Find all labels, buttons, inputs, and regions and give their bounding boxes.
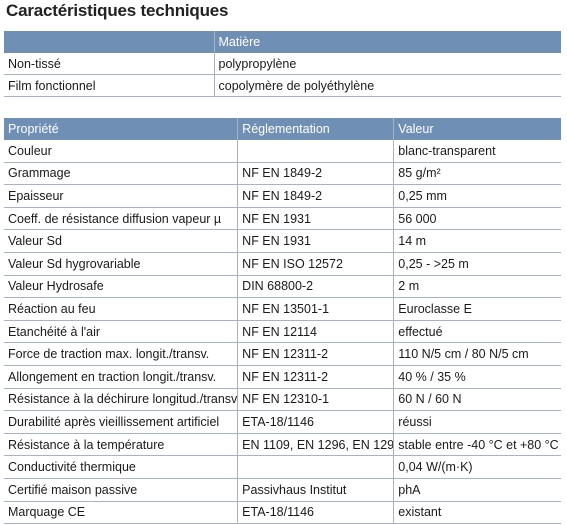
table-row: Conductivité thermique 0,04 W/(m·K) bbox=[4, 455, 561, 479]
property-cell: Réaction au feu bbox=[4, 297, 238, 321]
table-row: Réaction au feu NF EN 13501-1 Euroclasse E bbox=[4, 297, 561, 321]
property-cell: Résistance à la température bbox=[4, 433, 238, 457]
properties-table: Propriété Réglementation Valeur Couleur b… bbox=[4, 118, 561, 525]
header-reglementation: Réglementation bbox=[237, 118, 394, 140]
material-table-header: Matière bbox=[4, 31, 561, 53]
table-row: Allongement en traction longit./transv. N… bbox=[4, 365, 561, 389]
property-cell: Résistance à la déchirure longitud./tran… bbox=[4, 388, 238, 412]
material-header-matiere: Matière bbox=[213, 31, 561, 53]
value-cell: 56 000 bbox=[393, 207, 561, 231]
table-row: Couleur blanc-transparent bbox=[4, 140, 561, 163]
value-cell: réussi bbox=[393, 410, 561, 434]
standard-cell: NF EN 1931 bbox=[237, 229, 394, 253]
table-row: Valeur Sd NF EN 1931 14 m bbox=[4, 229, 561, 253]
standard-cell: NF EN ISO 12572 bbox=[237, 252, 394, 276]
value-cell: stable entre -40 °C et +80 °C bbox=[393, 433, 561, 457]
table-row: Grammage NF EN 1849-2 85 g/m² bbox=[4, 162, 561, 186]
property-cell: Conductivité thermique bbox=[4, 455, 238, 479]
value-cell: Euroclasse E bbox=[393, 297, 561, 321]
material-cell: polypropylène bbox=[213, 53, 561, 75]
value-cell: 0,25 - >25 m bbox=[393, 252, 561, 276]
table-row: Marquage CE ETA-18/1146 existant bbox=[4, 501, 561, 525]
standard-cell: NF EN 1931 bbox=[237, 207, 394, 231]
component-cell: Film fonctionnel bbox=[4, 74, 214, 97]
standard-cell bbox=[237, 140, 394, 163]
standard-cell: NF EN 13501-1 bbox=[237, 297, 394, 321]
standard-cell: NF EN 1849-2 bbox=[237, 184, 394, 208]
property-cell: Valeur Sd bbox=[4, 229, 238, 253]
standard-cell: NF EN 12310-1 bbox=[237, 388, 394, 412]
standard-cell: Passivhaus Institut bbox=[237, 478, 394, 502]
value-cell: effectué bbox=[393, 320, 561, 344]
standard-cell: DIN 68800-2 bbox=[237, 275, 394, 299]
material-table: Matière Non-tissé polypropylène Film fonct… bbox=[4, 31, 561, 97]
standard-cell: NF EN 1849-2 bbox=[237, 162, 394, 186]
table-row: Valeur Sd hygrovariable NF EN ISO 12572 0,… bbox=[4, 252, 561, 276]
standard-cell: ETA-18/1146 bbox=[237, 410, 394, 434]
value-cell: blanc-transparent bbox=[393, 140, 561, 163]
properties-table-header: Propriété Réglementation Valeur bbox=[4, 118, 561, 140]
property-cell: Durabilité après vieillissement artifici… bbox=[4, 410, 238, 434]
material-header-empty bbox=[4, 31, 214, 53]
value-cell: 0,25 mm bbox=[393, 184, 561, 208]
value-cell: 14 m bbox=[393, 229, 561, 253]
material-cell: copolymère de polyéthylène bbox=[213, 74, 561, 97]
component-cell: Non-tissé bbox=[4, 53, 214, 75]
standard-cell: ETA-18/1146 bbox=[237, 501, 394, 525]
property-cell: Epaisseur bbox=[4, 184, 238, 208]
page-title: Caractéristiques techniques bbox=[6, 1, 229, 20]
standard-cell: NF EN 12311-2 bbox=[237, 342, 394, 366]
value-cell: 60 N / 60 N bbox=[393, 388, 561, 412]
property-cell: Grammage bbox=[4, 162, 238, 186]
value-cell: 110 N/5 cm / 80 N/5 cm bbox=[393, 342, 561, 366]
property-cell: Coeff. de résistance diffusion vapeur µ bbox=[4, 207, 238, 231]
table-row: Résistance à la déchirure longitud./tran… bbox=[4, 388, 561, 412]
property-cell: Force de traction max. longit./transv. bbox=[4, 342, 238, 366]
value-cell: 85 g/m² bbox=[393, 162, 561, 186]
property-cell: Allongement en traction longit./transv. bbox=[4, 365, 238, 389]
value-cell: phA bbox=[393, 478, 561, 502]
value-cell: 40 % / 35 % bbox=[393, 365, 561, 389]
value-cell: existant bbox=[393, 501, 561, 525]
property-cell: Valeur Hydrosafe bbox=[4, 275, 238, 299]
property-cell: Marquage CE bbox=[4, 501, 238, 525]
standard-cell bbox=[237, 455, 394, 479]
property-cell: Etanchéité à l'air bbox=[4, 320, 238, 344]
property-cell: Certifié maison passive bbox=[4, 478, 238, 502]
table-row: Durabilité après vieillissement artifici… bbox=[4, 410, 561, 434]
standard-cell: NF EN 12114 bbox=[237, 320, 394, 344]
value-cell: 0,04 W/(m·K) bbox=[393, 455, 561, 479]
property-cell: Valeur Sd hygrovariable bbox=[4, 252, 238, 276]
table-row: Non-tissé polypropylène bbox=[4, 53, 561, 75]
table-row: Etanchéité à l'air NF EN 12114 effectué bbox=[4, 320, 561, 344]
standard-cell: EN 1109, EN 1296, EN 1297 bbox=[237, 433, 394, 457]
table-row: Film fonctionnel copolymère de polyéthylè… bbox=[4, 74, 561, 97]
value-cell: 2 m bbox=[393, 275, 561, 299]
table-row: Epaisseur NF EN 1849-2 0,25 mm bbox=[4, 184, 561, 208]
table-row: Force de traction max. longit./transv. NF… bbox=[4, 342, 561, 366]
header-propriete: Propriété bbox=[4, 118, 238, 140]
table-row: Certifié maison passive Passivhaus Instit… bbox=[4, 478, 561, 502]
table-row: Valeur Hydrosafe DIN 68800-2 2 m bbox=[4, 275, 561, 299]
property-cell: Couleur bbox=[4, 140, 238, 163]
standard-cell: NF EN 12311-2 bbox=[237, 365, 394, 389]
header-valeur: Valeur bbox=[393, 118, 561, 140]
table-row: Résistance à la température EN 1109, EN 1… bbox=[4, 433, 561, 457]
